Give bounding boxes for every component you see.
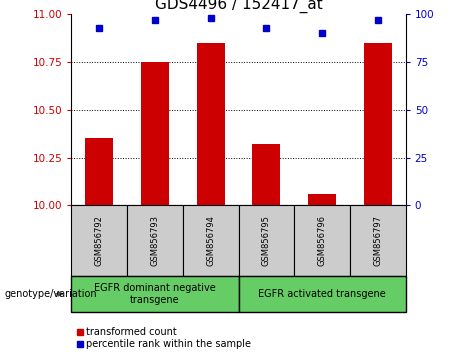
Title: GDS4496 / 152417_at: GDS4496 / 152417_at bbox=[155, 0, 322, 13]
Bar bbox=[71, 205, 127, 276]
Text: GSM856795: GSM856795 bbox=[262, 215, 271, 266]
Text: EGFR activated transgene: EGFR activated transgene bbox=[258, 289, 386, 299]
Bar bbox=[238, 276, 406, 312]
Text: GSM856797: GSM856797 bbox=[373, 215, 382, 266]
Text: GSM856793: GSM856793 bbox=[150, 215, 160, 266]
Bar bbox=[141, 62, 169, 205]
Bar bbox=[127, 205, 183, 276]
Bar bbox=[253, 144, 280, 205]
Bar bbox=[238, 205, 294, 276]
Bar bbox=[350, 205, 406, 276]
Bar bbox=[85, 138, 113, 205]
Bar bbox=[364, 43, 392, 205]
Text: GSM856792: GSM856792 bbox=[95, 215, 104, 266]
Bar bbox=[71, 276, 239, 312]
Text: genotype/variation: genotype/variation bbox=[5, 289, 97, 299]
Text: EGFR dominant negative
transgene: EGFR dominant negative transgene bbox=[94, 283, 216, 305]
Bar bbox=[183, 205, 238, 276]
Text: GSM856794: GSM856794 bbox=[206, 215, 215, 266]
Bar bbox=[197, 43, 225, 205]
Legend: transformed count, percentile rank within the sample: transformed count, percentile rank withi… bbox=[77, 327, 251, 349]
Bar bbox=[294, 205, 350, 276]
Bar bbox=[308, 194, 336, 205]
Text: GSM856796: GSM856796 bbox=[318, 215, 327, 266]
